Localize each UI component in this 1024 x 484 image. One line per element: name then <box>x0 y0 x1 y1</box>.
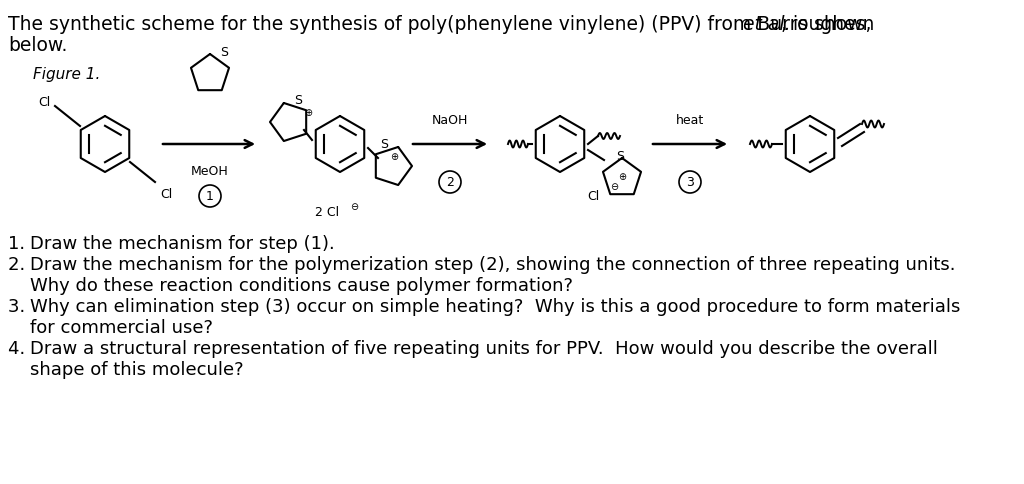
Text: Figure 1.: Figure 1. <box>33 67 100 82</box>
Text: shape of this molecule?: shape of this molecule? <box>30 360 244 378</box>
Text: S: S <box>380 138 388 151</box>
Text: heat: heat <box>676 114 705 127</box>
Text: below.: below. <box>8 36 68 55</box>
Text: ⊕: ⊕ <box>617 172 626 182</box>
Text: Why do these reaction conditions cause polymer formation?: Why do these reaction conditions cause p… <box>30 276 573 294</box>
Text: S: S <box>616 150 624 163</box>
Text: Cl: Cl <box>588 190 600 203</box>
Text: ⊕: ⊕ <box>390 151 398 162</box>
Text: 4.: 4. <box>8 339 31 357</box>
Text: 2: 2 <box>446 176 454 189</box>
Text: ⊕: ⊕ <box>304 108 312 118</box>
Text: ⊖: ⊖ <box>610 182 618 192</box>
Text: S: S <box>220 46 228 60</box>
Text: 1.: 1. <box>8 235 31 253</box>
Text: 3: 3 <box>686 176 694 189</box>
Text: MeOH: MeOH <box>191 165 229 178</box>
Text: Draw a structural representation of five repeating units for PPV.  How would you: Draw a structural representation of five… <box>30 339 938 357</box>
Text: Cl: Cl <box>160 188 172 201</box>
Text: Why can elimination step (3) occur on simple heating?  Why is this a good proced: Why can elimination step (3) occur on si… <box>30 297 961 316</box>
Text: Draw the mechanism for the polymerization step (2), showing the connection of th: Draw the mechanism for the polymerizatio… <box>30 256 955 273</box>
Text: Draw the mechanism for step (1).: Draw the mechanism for step (1). <box>30 235 335 253</box>
Text: The synthetic scheme for the synthesis of poly(phenylene vinylene) (PPV) from Bu: The synthetic scheme for the synthesis o… <box>8 15 878 34</box>
Text: , is shown: , is shown <box>781 15 874 34</box>
Text: S: S <box>294 94 302 107</box>
Text: 1: 1 <box>206 190 214 203</box>
Text: 2.: 2. <box>8 256 31 273</box>
Text: et al.: et al. <box>743 15 791 34</box>
Text: 2 Cl: 2 Cl <box>315 206 339 219</box>
Text: for commercial use?: for commercial use? <box>30 318 213 336</box>
Text: 3.: 3. <box>8 297 31 316</box>
Text: Cl: Cl <box>38 96 50 109</box>
Text: NaOH: NaOH <box>432 114 468 127</box>
Text: ⊖: ⊖ <box>350 201 358 212</box>
